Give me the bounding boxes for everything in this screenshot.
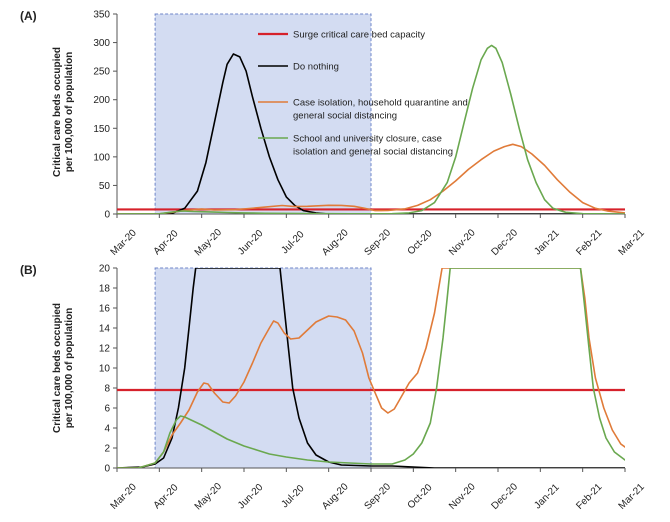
panel-b-intervention-shading bbox=[154, 267, 372, 469]
series-do-nothing bbox=[117, 53, 625, 214]
series-case-isolation bbox=[117, 268, 625, 468]
x-tick-label: Nov-20 bbox=[447, 481, 478, 512]
x-tick-label: Mar-21 bbox=[617, 481, 647, 511]
x-tick-label: Oct-20 bbox=[406, 482, 435, 511]
y-tick-label: 16 bbox=[99, 304, 111, 315]
x-tick-label: Mar-20 bbox=[109, 481, 139, 511]
y-tick-label: 6 bbox=[104, 404, 110, 415]
x-tick-label: Jul-20 bbox=[280, 483, 307, 510]
y-tick-label: 100 bbox=[93, 152, 110, 163]
y-tick-label: 0 bbox=[104, 210, 110, 221]
y-tick-label: 2 bbox=[104, 444, 110, 455]
panel-a-legend: Surge critical care bed capacity Do noth… bbox=[258, 30, 468, 158]
series-school-closure bbox=[117, 44, 625, 214]
x-tick-label: Jun-20 bbox=[236, 228, 266, 258]
y-tick-label: 18 bbox=[99, 284, 111, 295]
legend-label-do-nothing: Do nothing bbox=[293, 62, 339, 73]
panel-b-ylabel-line2: per 100,000 of population bbox=[64, 308, 75, 429]
panel-b-chart: (B) Critical care beds occupied per 100,… bbox=[20, 263, 647, 513]
series-case-isolation bbox=[117, 143, 625, 214]
x-tick-label: May-20 bbox=[193, 481, 225, 513]
x-tick-label: Apr-20 bbox=[152, 228, 181, 257]
y-tick-label: 50 bbox=[99, 181, 111, 192]
panel-a-intervention-shading bbox=[154, 13, 372, 215]
x-tick-label: Sep-20 bbox=[362, 481, 393, 512]
panel-a-ylabel-line2: per 100,000 of population bbox=[64, 52, 75, 173]
legend-label-case-isolation: Case isolation, household quarantine and… bbox=[293, 98, 468, 122]
x-tick-label: Dec-20 bbox=[489, 481, 520, 512]
x-tick-label: Nov-20 bbox=[447, 227, 478, 258]
legend-label-school-closure: School and university closure, case isola… bbox=[293, 134, 453, 158]
x-tick-label: Aug-20 bbox=[320, 227, 351, 258]
y-tick-label: 20 bbox=[99, 264, 111, 275]
y-tick-label: 300 bbox=[93, 38, 110, 49]
panel-a-label: (A) bbox=[20, 9, 37, 23]
x-tick-label: Jul-20 bbox=[280, 229, 307, 256]
y-tick-label: 8 bbox=[104, 384, 110, 395]
y-tick-label: 14 bbox=[99, 324, 111, 335]
y-tick-label: 4 bbox=[104, 424, 110, 435]
panel-a-ylabel-line1: Critical care beds occupied bbox=[52, 47, 63, 177]
y-tick-label: 12 bbox=[99, 344, 111, 355]
y-tick-label: 150 bbox=[93, 124, 110, 135]
x-tick-label: Sep-20 bbox=[362, 227, 393, 258]
x-tick-label: Mar-20 bbox=[109, 227, 139, 257]
x-tick-label: Feb-21 bbox=[574, 481, 604, 511]
x-tick-label: Mar-21 bbox=[617, 227, 647, 257]
x-tick-label: Feb-21 bbox=[574, 227, 604, 257]
panel-a-chart: (A) Critical care beds occupied per 100,… bbox=[20, 9, 647, 258]
y-tick-label: 200 bbox=[93, 95, 110, 106]
x-tick-label: Jan-21 bbox=[532, 228, 562, 258]
series-school-closure bbox=[117, 268, 625, 468]
x-tick-label: Apr-20 bbox=[152, 482, 181, 511]
x-tick-label: Dec-20 bbox=[489, 227, 520, 258]
legend-label-capacity: Surge critical care bed capacity bbox=[293, 30, 425, 41]
x-tick-label: Jun-20 bbox=[236, 482, 266, 512]
x-tick-label: Aug-20 bbox=[320, 481, 351, 512]
x-tick-label: Oct-20 bbox=[406, 228, 435, 257]
panel-b-label: (B) bbox=[20, 263, 37, 277]
x-tick-label: May-20 bbox=[193, 227, 225, 259]
y-tick-label: 250 bbox=[93, 67, 110, 78]
x-tick-label: Jan-21 bbox=[532, 482, 562, 512]
y-tick-label: 350 bbox=[93, 10, 110, 21]
y-tick-label: 10 bbox=[99, 364, 111, 375]
y-tick-label: 0 bbox=[104, 464, 110, 475]
series-do-nothing bbox=[117, 268, 625, 468]
panel-b-ylabel-line1: Critical care beds occupied bbox=[52, 303, 63, 433]
